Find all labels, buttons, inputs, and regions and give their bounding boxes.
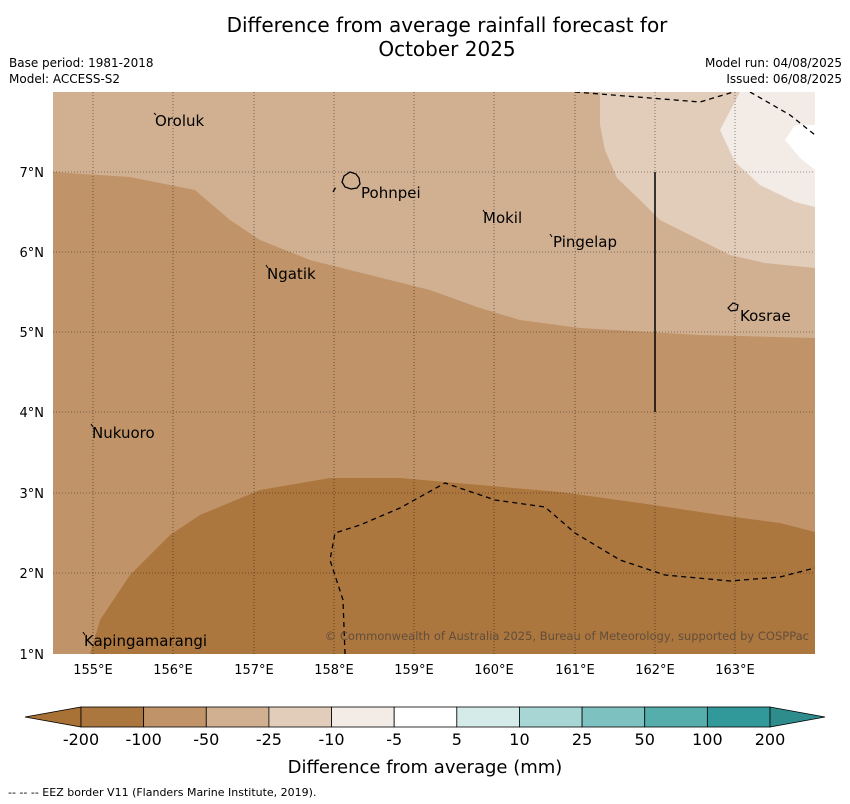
colorbar-swatch bbox=[644, 706, 708, 728]
colorbar-extension-low bbox=[24, 706, 82, 728]
colorbar-swatch bbox=[393, 706, 458, 728]
colorbar-swatch bbox=[456, 706, 520, 728]
eez-footnote: -- -- -- EEZ border V11 (Flanders Marine… bbox=[8, 786, 317, 799]
colorbar-tick-label: 200 bbox=[755, 730, 786, 749]
colorbar-swatch bbox=[143, 706, 207, 728]
map-title: Difference from average rainfall forecas… bbox=[0, 13, 850, 61]
atoll-markers bbox=[82, 112, 553, 636]
label-kosrae: Kosrae bbox=[740, 307, 791, 325]
lat-tick-label: 7°N bbox=[20, 166, 45, 181]
colorbar bbox=[24, 706, 826, 728]
title-line-1: Difference from average rainfall forecas… bbox=[226, 13, 668, 37]
anomaly-band-minus-200 bbox=[90, 478, 815, 654]
colorbar-tick-label: 10 bbox=[509, 730, 529, 749]
colorbar-tick-label: -100 bbox=[125, 730, 161, 749]
colorbar-tick-label: -50 bbox=[193, 730, 219, 749]
colorbar-title: Difference from average (mm) bbox=[288, 757, 563, 778]
base-period: Base period: 1981-2018 bbox=[9, 56, 154, 70]
colorbar-swatch bbox=[331, 706, 395, 728]
latitude-labels: 7°N 6°N 5°N 4°N 3°N 2°N 1°N bbox=[20, 166, 45, 663]
colorbar-swatch bbox=[205, 706, 270, 728]
grid-lines bbox=[53, 92, 815, 654]
anomaly-band-neutral bbox=[785, 125, 815, 170]
model-name: Model: ACCESS-S2 bbox=[9, 72, 121, 86]
lat-tick-label: 4°N bbox=[20, 406, 45, 421]
lon-tick-label: 158°E bbox=[314, 663, 354, 678]
colorbar-tick-label: -10 bbox=[318, 730, 344, 749]
label-pingelap: Pingelap bbox=[553, 233, 617, 251]
anomaly-band-minus-10 bbox=[720, 92, 815, 207]
issued-date: Issued: 06/08/2025 bbox=[726, 72, 842, 86]
copyright-notice: © Commonwealth of Australia 2025, Bureau… bbox=[325, 629, 809, 643]
colorbar-swatch bbox=[268, 706, 332, 728]
lon-tick-label: 156°E bbox=[153, 663, 193, 678]
label-kapingamarangi: Kapingamarangi bbox=[84, 632, 207, 650]
model-info: Base period: 1981-2018 Model: ACCESS-S2 bbox=[9, 55, 154, 87]
rainfall-map: Oroluk Pohnpei Mokil Pingelap Ngatik Kos… bbox=[53, 92, 815, 654]
colorbar-tick-label: 100 bbox=[692, 730, 723, 749]
kosrae-island-icon bbox=[727, 302, 739, 312]
label-nukuoro: Nukuoro bbox=[92, 424, 155, 442]
colorbar-tick-label: -25 bbox=[256, 730, 282, 749]
lon-tick-label: 160°E bbox=[474, 663, 514, 678]
lat-tick-label: 1°N bbox=[20, 648, 45, 663]
longitude-labels: 155°E 156°E 157°E 158°E 159°E 160°E 161°… bbox=[73, 663, 755, 678]
colorbar-tick-label: 50 bbox=[635, 730, 655, 749]
lon-tick-label: 155°E bbox=[73, 663, 113, 678]
pohnpei-island-icon bbox=[341, 171, 361, 190]
colorbar-tick-label: 5 bbox=[452, 730, 462, 749]
lon-tick-label: 163°E bbox=[715, 663, 755, 678]
colorbar-labels: -200 -100 -50 -25 -10 -5 5 10 25 50 100 200 bbox=[63, 730, 785, 749]
lon-tick-label: 162°E bbox=[635, 663, 675, 678]
lon-tick-label: 161°E bbox=[555, 663, 595, 678]
colorbar-swatch bbox=[706, 706, 771, 728]
label-pohnpei: Pohnpei bbox=[361, 184, 421, 202]
label-ngatik: Ngatik bbox=[267, 265, 316, 283]
label-mokil: Mokil bbox=[483, 209, 522, 227]
model-run-date: Model run: 04/08/2025 bbox=[704, 56, 842, 70]
run-info: Model run: 04/08/2025 Issued: 06/08/2025 bbox=[705, 55, 842, 87]
colorbar-swatch bbox=[581, 706, 646, 728]
lon-tick-label: 157°E bbox=[234, 663, 274, 678]
label-oroluk: Oroluk bbox=[155, 112, 204, 130]
lat-tick-label: 5°N bbox=[20, 326, 45, 341]
lat-tick-label: 2°N bbox=[20, 567, 45, 582]
colorbar-swatch bbox=[519, 706, 583, 728]
colorbar-tick-label: -5 bbox=[386, 730, 402, 749]
colorbar-tick-label: 25 bbox=[572, 730, 592, 749]
lon-tick-label: 159°E bbox=[394, 663, 434, 678]
colorbar-extension-high bbox=[769, 706, 826, 728]
colorbar-tick-label: -200 bbox=[63, 730, 99, 749]
title-line-2: October 2025 bbox=[378, 37, 516, 61]
eez-borders bbox=[329, 92, 815, 654]
colorbar-swatch bbox=[80, 706, 145, 728]
lat-tick-label: 3°N bbox=[20, 487, 45, 502]
lat-tick-label: 6°N bbox=[20, 246, 45, 261]
